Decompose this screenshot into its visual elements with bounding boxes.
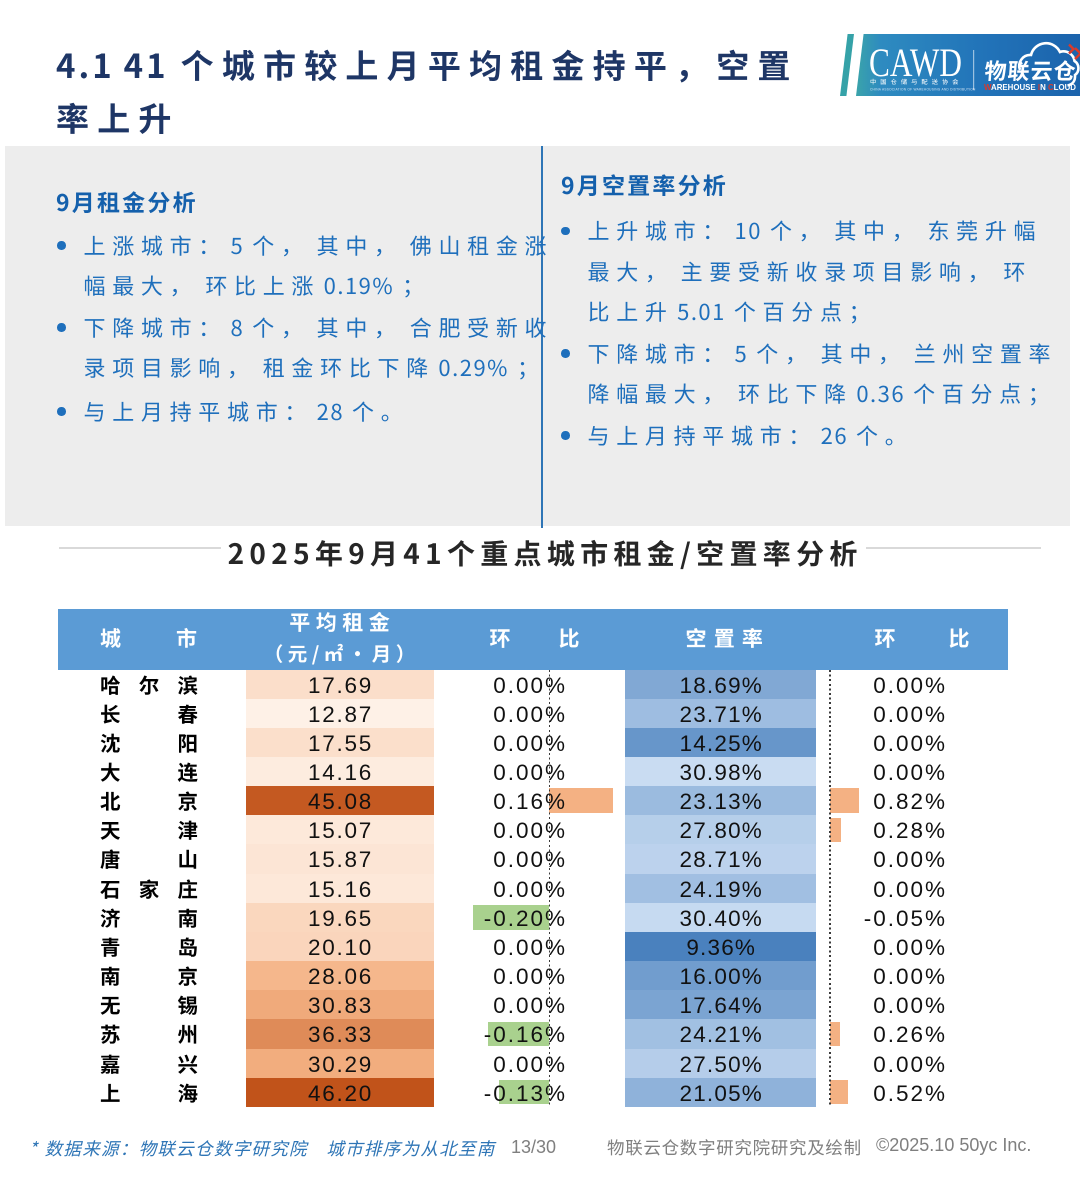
svg-text:物联云仓: 物联云仓 xyxy=(984,54,1078,86)
svg-text:CAWD: CAWD xyxy=(869,40,962,85)
svg-text:WAREHOUSE IN CLOUD: WAREHOUSE IN CLOUD xyxy=(984,82,1076,92)
svg-text:CHINA ASSOCIATION OF WAREHOUSI: CHINA ASSOCIATION OF WAREHOUSING AND DIS… xyxy=(870,88,976,92)
svg-text:中国仓储与配送协会: 中国仓储与配送协会 xyxy=(870,77,963,86)
